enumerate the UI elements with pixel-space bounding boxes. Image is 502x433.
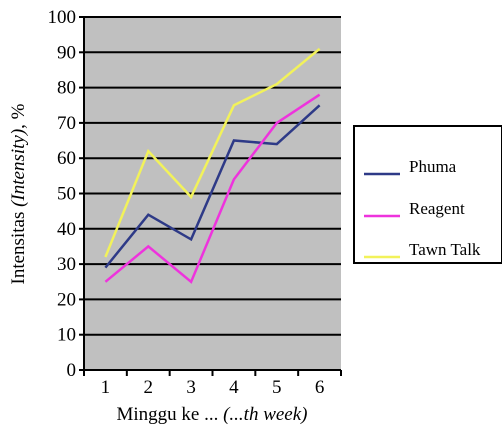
y-tick-label-10: 10: [57, 325, 76, 346]
legend-label-tawn-talk: Tawn Talk: [409, 240, 481, 259]
y-tick-label-50: 50: [57, 184, 76, 205]
y-tick-label-100: 100: [48, 7, 77, 28]
x-tick-label-5: 5: [272, 377, 282, 398]
legend: Phuma Reagent Tawn Talk: [353, 125, 502, 264]
x-tick-label-3: 3: [186, 377, 196, 398]
x-ticks: 1 2 3 4 5 6: [83, 370, 342, 398]
legend-label-reagent: Reagent: [409, 199, 465, 218]
y-ticks: 0 10 20 30 40 50 60 70 80 90 100: [48, 7, 84, 381]
y-tick-label-40: 40: [57, 219, 76, 240]
x-tick-label-4: 4: [229, 377, 239, 398]
y-tick-label-30: 30: [57, 254, 76, 275]
y-tick-label-70: 70: [57, 113, 76, 134]
y-tick-label-0: 0: [67, 360, 77, 381]
series-line-reagent: [104, 93, 321, 284]
y-tick-label-80: 80: [57, 78, 76, 99]
y-tick-label-60: 60: [57, 148, 76, 169]
x-tick-label-6: 6: [315, 377, 325, 398]
legend-label-phuma: Phuma: [409, 157, 457, 176]
x-tick-label-2: 2: [144, 377, 154, 398]
y-tick-label-90: 90: [57, 42, 76, 63]
series-line-tawn-talk: [104, 47, 321, 258]
y-tick-label-20: 20: [57, 289, 76, 310]
x-axis-title: Minggu ke ... (...th week): [116, 404, 307, 425]
x-tick-label-1: 1: [101, 377, 111, 398]
series-layer: [104, 47, 321, 284]
legend-items: Phuma Reagent Tawn Talk: [364, 157, 481, 259]
series-line-phuma: [104, 104, 321, 269]
y-axis-title: Intensitas (Intensity), %: [8, 103, 29, 284]
legend-box: [353, 125, 502, 264]
